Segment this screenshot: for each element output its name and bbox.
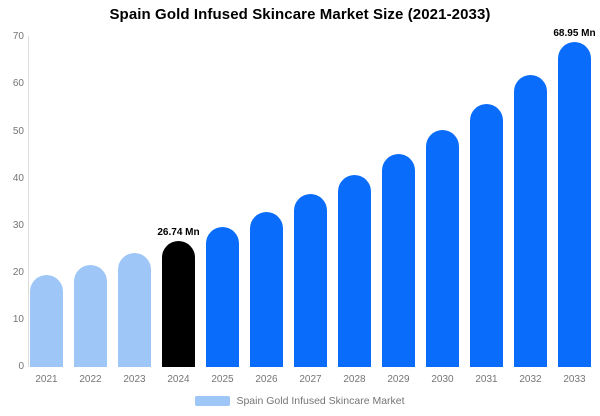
x-tick-label-2026: 2026 <box>255 374 278 385</box>
bar-2030[interactable] <box>426 130 459 367</box>
data-label-2024: 26.74 Mn <box>157 227 200 239</box>
bar-2027[interactable] <box>294 194 327 367</box>
bar-2021[interactable] <box>30 275 63 367</box>
y-tick-label: 50 <box>12 125 24 137</box>
x-tick-label-2024: 2024 <box>167 374 190 385</box>
x-tick-label-2029: 2029 <box>387 374 410 385</box>
x-tick-label-2031: 2031 <box>475 374 498 385</box>
x-tick-label-2027: 2027 <box>299 374 322 385</box>
bar-2029[interactable] <box>382 153 415 367</box>
bar-2026[interactable] <box>250 211 283 367</box>
y-axis-line <box>28 36 29 367</box>
y-tick-label: 10 <box>12 313 24 325</box>
legend-label: Spain Gold Infused Skincare Market <box>236 395 405 407</box>
y-tick-label: 20 <box>12 266 24 278</box>
y-tick-label: 60 <box>12 78 24 90</box>
bar-2033[interactable] <box>558 42 591 367</box>
legend[interactable]: Spain Gold Infused Skincare Market <box>0 395 600 407</box>
x-tick-label-2025: 2025 <box>211 374 234 385</box>
bar-2028[interactable] <box>338 175 371 367</box>
x-tick-label-2028: 2028 <box>343 374 366 385</box>
data-label-2033: 68.95 Mn <box>553 28 596 40</box>
bar-2022[interactable] <box>74 264 107 367</box>
x-tick-label-2021: 2021 <box>35 374 58 385</box>
x-tick-label-2030: 2030 <box>431 374 454 385</box>
y-tick-label: 0 <box>18 361 24 372</box>
y-tick-label: 40 <box>12 172 24 184</box>
chart-title: Spain Gold Infused Skincare Market Size … <box>109 6 491 23</box>
legend-swatch <box>195 396 231 406</box>
x-tick-label-2022: 2022 <box>79 374 102 385</box>
bar-2031[interactable] <box>470 103 503 367</box>
y-tick-label: 70 <box>12 31 24 43</box>
bar-2023[interactable] <box>118 253 151 367</box>
x-tick-label-2032: 2032 <box>519 374 542 385</box>
bar-2024[interactable] <box>162 241 195 367</box>
x-tick-label-2033: 2033 <box>563 374 586 385</box>
y-tick-label: 30 <box>12 219 24 231</box>
x-tick-label-2023: 2023 <box>123 374 146 385</box>
bar-2025[interactable] <box>206 227 239 367</box>
bar-2032[interactable] <box>514 74 547 367</box>
